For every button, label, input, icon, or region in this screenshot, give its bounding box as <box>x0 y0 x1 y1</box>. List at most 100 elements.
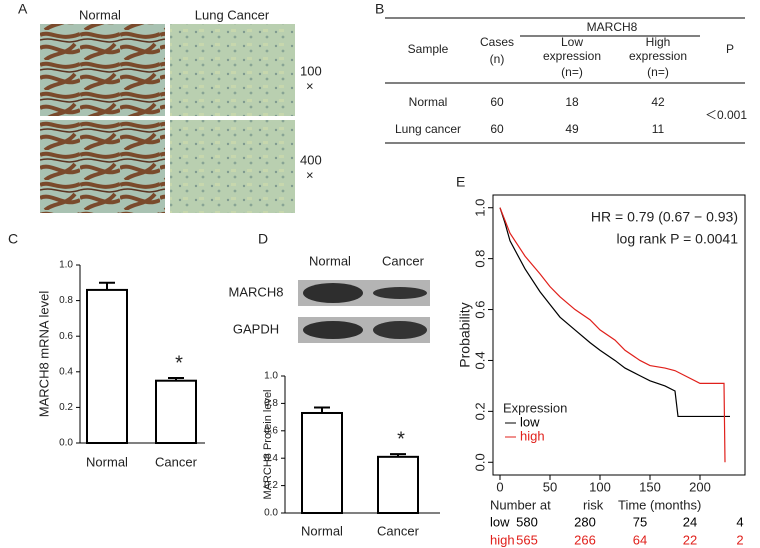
risk-count: 22 <box>683 532 697 547</box>
column-header: (n) <box>490 52 505 66</box>
column-header: (n=) <box>647 65 669 79</box>
risk-header: risk <box>583 497 604 512</box>
micrograph <box>40 120 165 213</box>
y-axis-label: Probability <box>457 302 473 367</box>
risk-header: Number at <box>490 497 551 512</box>
micrograph <box>170 120 295 213</box>
column-label: Normal <box>79 7 121 22</box>
survival-curve <box>499 207 726 463</box>
table-cell: 42 <box>651 95 665 109</box>
table-cell: 60 <box>490 95 504 109</box>
risk-count: 565 <box>516 532 538 547</box>
x-tick-label: Cancer <box>155 454 198 469</box>
y-tick-label: 0.4 <box>472 351 487 369</box>
risk-count: 580 <box>516 514 538 529</box>
y-tick-label: 1.0 <box>264 371 278 382</box>
risk-count: 64 <box>633 532 647 547</box>
legend-title: Expression <box>503 400 567 415</box>
column-header: (n=) <box>561 65 583 79</box>
y-axis-label: MARCH8 Protein level <box>262 389 274 499</box>
bar <box>86 288 128 445</box>
x-tick-label: Cancer <box>377 523 420 538</box>
magnification: 400 <box>300 152 322 167</box>
y-tick-label: 0.0 <box>472 453 487 471</box>
y-tick-label: 0.0 <box>264 508 278 519</box>
x-tick-label: Normal <box>301 523 343 538</box>
column-label: Lung Cancer <box>195 7 270 22</box>
x-tick-label: 200 <box>689 479 711 494</box>
y-tick-label: 0.2 <box>264 480 278 491</box>
table-cell: 49 <box>565 122 579 136</box>
magnification-sign: × <box>306 78 314 93</box>
table-cell: 11 <box>652 122 665 136</box>
panel-letter: D <box>258 231 268 247</box>
y-tick-label: 0.6 <box>59 331 73 342</box>
band-label: MARCH8 <box>229 284 284 299</box>
column-header: expression <box>543 49 601 63</box>
panel-letter: E <box>456 174 465 190</box>
y-tick-label: 0.8 <box>59 295 73 306</box>
y-tick-label: 1.0 <box>472 199 487 217</box>
band-label: GAPDH <box>233 321 279 336</box>
panel-letter: B <box>375 1 384 17</box>
bar <box>301 411 343 514</box>
risk-count: 280 <box>574 514 596 529</box>
panel-letter: A <box>18 1 28 17</box>
table-cell: 18 <box>565 95 579 109</box>
blot-band <box>303 321 363 339</box>
blot-band <box>373 287 427 299</box>
bar <box>377 455 419 514</box>
y-tick-label: 0.4 <box>264 453 278 464</box>
p-value: ＜0.001 <box>705 108 747 122</box>
y-tick-label: 1.0 <box>59 260 73 271</box>
panel-a: A Normal Lung Cancer 100 × 400 × <box>18 1 322 213</box>
error-bar <box>168 377 184 381</box>
column-header: Cases <box>480 35 514 49</box>
significance: * <box>397 428 405 450</box>
risk-header: Time (months) <box>618 497 701 512</box>
legend-label: high <box>520 428 545 443</box>
x-tick-label: Normal <box>86 454 128 469</box>
panel-letter: C <box>8 231 18 247</box>
lane-label: Normal <box>309 253 351 268</box>
column-header: expression <box>629 49 687 63</box>
annotation: log rank P = 0.0041 <box>616 231 738 247</box>
annotation: HR = 0.79 (0.67 − 0.93) <box>591 209 738 225</box>
blot-band <box>303 283 363 303</box>
y-tick-label: 0.6 <box>472 301 487 319</box>
risk-count: 2 <box>736 532 743 547</box>
table-cell: Lung cancer <box>395 122 461 136</box>
table-cell: Normal <box>409 95 448 109</box>
column-header: High <box>646 35 671 49</box>
error-bar <box>99 281 115 290</box>
x-tick-label: 0 <box>496 479 503 494</box>
micrograph <box>40 24 165 116</box>
column-header: P <box>726 42 734 56</box>
risk-row-label: low <box>490 514 510 529</box>
bar <box>155 379 197 445</box>
risk-count: 75 <box>633 514 647 529</box>
lane-label: Cancer <box>382 253 425 268</box>
risk-row-label: high <box>490 532 515 547</box>
magnification-sign: × <box>306 167 314 182</box>
y-axis-label: MARCH8 mRNA level <box>36 291 51 418</box>
column-header: Sample <box>408 42 449 56</box>
error-bar <box>390 453 406 457</box>
x-tick-label: 150 <box>639 479 661 494</box>
y-tick-label: 0.4 <box>59 366 73 377</box>
panel-b: B MARCH8 ＜0.001 <box>375 1 747 144</box>
y-tick-label: 0.8 <box>472 250 487 268</box>
y-tick-label: 0.2 <box>59 402 73 413</box>
risk-count: 24 <box>683 514 697 529</box>
significance: * <box>175 352 183 374</box>
y-tick-label: 0.0 <box>59 438 73 449</box>
risk-count: 4 <box>736 514 743 529</box>
magnification: 100 <box>300 63 322 78</box>
table-cell: 60 <box>490 122 504 136</box>
y-tick-label: 0.2 <box>472 402 487 420</box>
y-tick-label: 0.6 <box>264 425 278 436</box>
legend-label: low <box>520 414 540 429</box>
x-tick-label: 50 <box>543 479 557 494</box>
blot-band <box>373 321 427 339</box>
